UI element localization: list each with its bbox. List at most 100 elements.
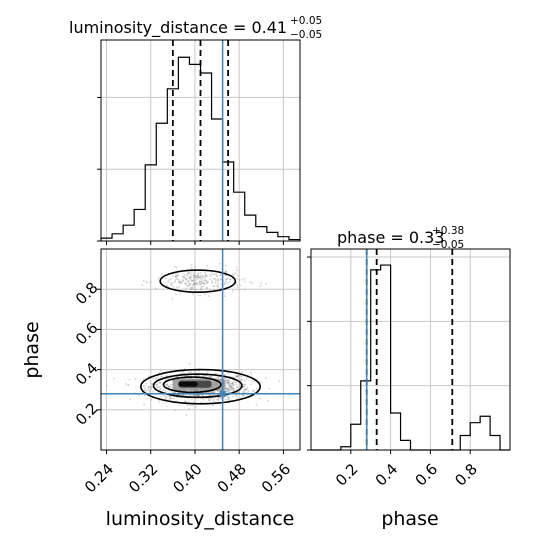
scatter-point [193, 272, 195, 275]
scatter-point [191, 293, 194, 295]
scatter-point [179, 283, 181, 285]
m1-frame [310, 248, 511, 451]
scatter-point [178, 279, 180, 282]
scatter-point [188, 370, 191, 373]
scatter-point [250, 383, 253, 385]
scatter-point [193, 401, 196, 403]
scatter-point [251, 380, 254, 382]
scatter-point [278, 380, 280, 382]
scatter-point [225, 274, 227, 277]
scatter-point [227, 396, 230, 399]
scatter-point [186, 404, 189, 406]
scatter-point [168, 398, 171, 400]
scatter-point [212, 285, 215, 288]
m0-histogram [100, 56, 301, 241]
scatter-point [215, 279, 217, 281]
scatter-point [193, 285, 196, 288]
scatter-point [232, 382, 234, 385]
scatter-point [228, 398, 231, 401]
scatter-point [240, 375, 243, 378]
scatter-point [191, 286, 194, 289]
scatter-point [203, 278, 206, 280]
scatter-point [205, 274, 208, 277]
scatter-point [167, 384, 170, 387]
scatter-point [156, 386, 159, 389]
scatter-point [241, 378, 243, 381]
scatter-point [231, 387, 234, 390]
scatter-point [155, 287, 158, 290]
scatter-point [225, 378, 228, 380]
scatter-point [127, 384, 130, 386]
scatter-point [127, 384, 129, 386]
scatter-point [237, 375, 240, 378]
scatter-point [216, 284, 219, 287]
scatter-point [201, 275, 204, 277]
scatter-point [199, 281, 202, 284]
scatter-point [259, 381, 262, 383]
scatter-point [226, 382, 229, 384]
scatter-point [218, 397, 221, 399]
scatter-point [144, 387, 146, 389]
scatter-point [242, 391, 245, 394]
scatter-point [234, 374, 237, 377]
scatter-point [207, 398, 210, 400]
scatter-point [167, 377, 170, 380]
scatter-point [229, 388, 232, 391]
marginal-title-phase-upper: +0.38 [432, 225, 464, 237]
scatter-point [229, 278, 232, 281]
scatter-point [187, 285, 189, 287]
scatter-point [205, 282, 208, 285]
scatter-point [206, 275, 209, 278]
scatter-point [175, 293, 177, 296]
scatter-point [192, 276, 195, 278]
scatter-point [230, 386, 233, 389]
scatter-point [214, 281, 217, 284]
scatter-point [170, 283, 173, 286]
joint-xtick-label-1: 0.32 [125, 460, 161, 496]
scatter-point [181, 281, 183, 283]
scatter-point [234, 272, 237, 274]
scatter-point [231, 387, 234, 390]
scatter-point [156, 384, 159, 386]
scatter-point [249, 281, 252, 284]
scatter-point [200, 282, 203, 285]
scatter-point [264, 377, 267, 380]
joint-xtick-label-2: 0.40 [169, 460, 205, 496]
scatter-point [194, 275, 197, 277]
scatter-point [134, 378, 137, 380]
scatter-point [106, 384, 108, 387]
scatter-point [181, 275, 184, 278]
scatter-point [228, 390, 230, 392]
scatter-point [164, 395, 166, 397]
scatter-point [204, 279, 207, 282]
scatter-point [190, 371, 193, 374]
scatter-point [171, 391, 174, 393]
scatter-point [227, 396, 230, 399]
scatter-point [212, 400, 215, 402]
scatter-point [226, 387, 229, 390]
scatter-point [194, 395, 197, 397]
scatter-point [172, 275, 174, 277]
scatter-point [200, 401, 203, 404]
scatter-point [146, 397, 149, 400]
scatter-point [226, 389, 229, 392]
scatter-point [200, 276, 203, 279]
scatter-point [220, 283, 223, 286]
scatter-point [187, 272, 189, 274]
scatter-point [206, 287, 209, 289]
scatter-point [175, 274, 178, 277]
scatter-point [155, 385, 158, 388]
scatter-point [179, 281, 182, 284]
scatter-point [151, 383, 154, 385]
scatter-point [147, 386, 150, 389]
scatter-point [178, 281, 181, 283]
scatter-point [165, 384, 168, 386]
scatter-point [226, 395, 229, 398]
scatter-point [174, 409, 176, 412]
scatter-point [186, 273, 189, 276]
scatter-point [236, 286, 239, 289]
scatter-point [202, 398, 205, 401]
scatter-point [148, 389, 151, 392]
scatter-point [141, 283, 144, 286]
scatter-point [189, 287, 192, 290]
